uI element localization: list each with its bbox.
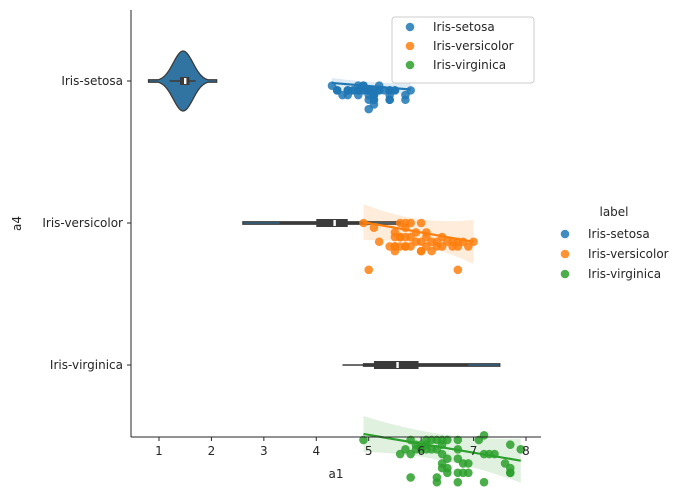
x-tick-label: 4	[312, 444, 320, 458]
x-tick-label: 1	[155, 444, 163, 458]
legend-inner-marker	[405, 60, 415, 70]
legend-inner-marker	[405, 22, 415, 32]
scatter-point-layer	[327, 81, 526, 487]
y-axis-label: a4	[10, 216, 24, 231]
scatter-point	[443, 435, 452, 445]
legend-inner-label: Iris-versicolor	[433, 39, 514, 53]
scatter-point	[359, 435, 368, 445]
legend-outer: label Iris-setosa Iris-versicolor Iris-virg…	[560, 205, 669, 281]
y-tick-label: Iris-setosa	[61, 74, 123, 88]
violin-median	[184, 78, 187, 84]
legend-inner-marker	[405, 41, 415, 51]
legend-inner-label: Iris-virginica	[433, 58, 506, 72]
y-tick-label: Iris-virginica	[50, 358, 123, 372]
legend-outer-title: label	[599, 205, 628, 219]
x-tick-label: 6	[417, 444, 425, 458]
x-axis-label: a1	[329, 467, 344, 481]
legend-inner-frame	[391, 16, 535, 84]
legend-outer-label: Iris-setosa	[588, 227, 650, 241]
scatter-point	[443, 454, 452, 464]
scatter-point	[416, 218, 426, 228]
regression-line-iris-setosa	[331, 81, 411, 91]
scatter-point	[443, 468, 452, 478]
violin-median	[396, 362, 399, 368]
scatter-point	[453, 265, 463, 275]
x-tick-label: 8	[522, 444, 530, 458]
scatter-point	[464, 468, 473, 478]
scatter-point	[374, 237, 384, 247]
confidence-band-layer	[332, 77, 521, 483]
scatter-point	[479, 430, 489, 440]
scatter-point	[453, 477, 463, 487]
legend-inner-label: Iris-setosa	[433, 20, 495, 34]
x-axis-ticks: 1 2 3 4 5 6 7 8	[155, 437, 530, 458]
regression-line-layer	[331, 81, 521, 462]
scatter-point	[369, 95, 379, 105]
legend-outer-marker	[560, 269, 570, 279]
legend-outer-marker	[560, 229, 570, 239]
confidence-band-iris-virginica	[363, 415, 521, 483]
scatter-point	[505, 468, 515, 478]
violin-iqr-box	[373, 361, 419, 369]
violin-layer	[147, 50, 501, 369]
scatter-point	[516, 445, 526, 454]
scatter-point	[453, 435, 463, 445]
scatter-point	[385, 95, 394, 105]
regression-line-iris-virginica	[363, 432, 521, 462]
scatter-point	[369, 223, 379, 232]
x-tick-label: 2	[208, 444, 216, 458]
legend-outer-label: Iris-virginica	[588, 267, 661, 281]
legend-outer-label: Iris-versicolor	[588, 247, 669, 261]
violin-median	[333, 220, 336, 226]
legend-inner: Iris-setosa Iris-versicolor Iris-virginica	[391, 16, 535, 84]
scatter-point	[406, 86, 415, 95]
y-axis-ticks: Iris-setosa Iris-versicolor Iris-virginica	[42, 74, 131, 372]
x-tick-label: 5	[365, 444, 373, 458]
y-tick-label: Iris-versicolor	[42, 216, 123, 230]
regression-line-iris-versicolor	[363, 221, 474, 243]
scatter-point	[364, 265, 374, 275]
scatter-point	[432, 477, 442, 487]
scatter-point	[464, 459, 473, 468]
scatter-point	[406, 218, 415, 228]
x-tick-label: 7	[470, 444, 478, 458]
violin-iqr-box	[316, 219, 348, 227]
x-tick-label: 3	[260, 444, 268, 458]
legend-outer-marker	[560, 249, 570, 259]
scatter-point	[406, 473, 415, 482]
scatter-point	[505, 440, 515, 449]
scatter-point	[479, 477, 489, 487]
